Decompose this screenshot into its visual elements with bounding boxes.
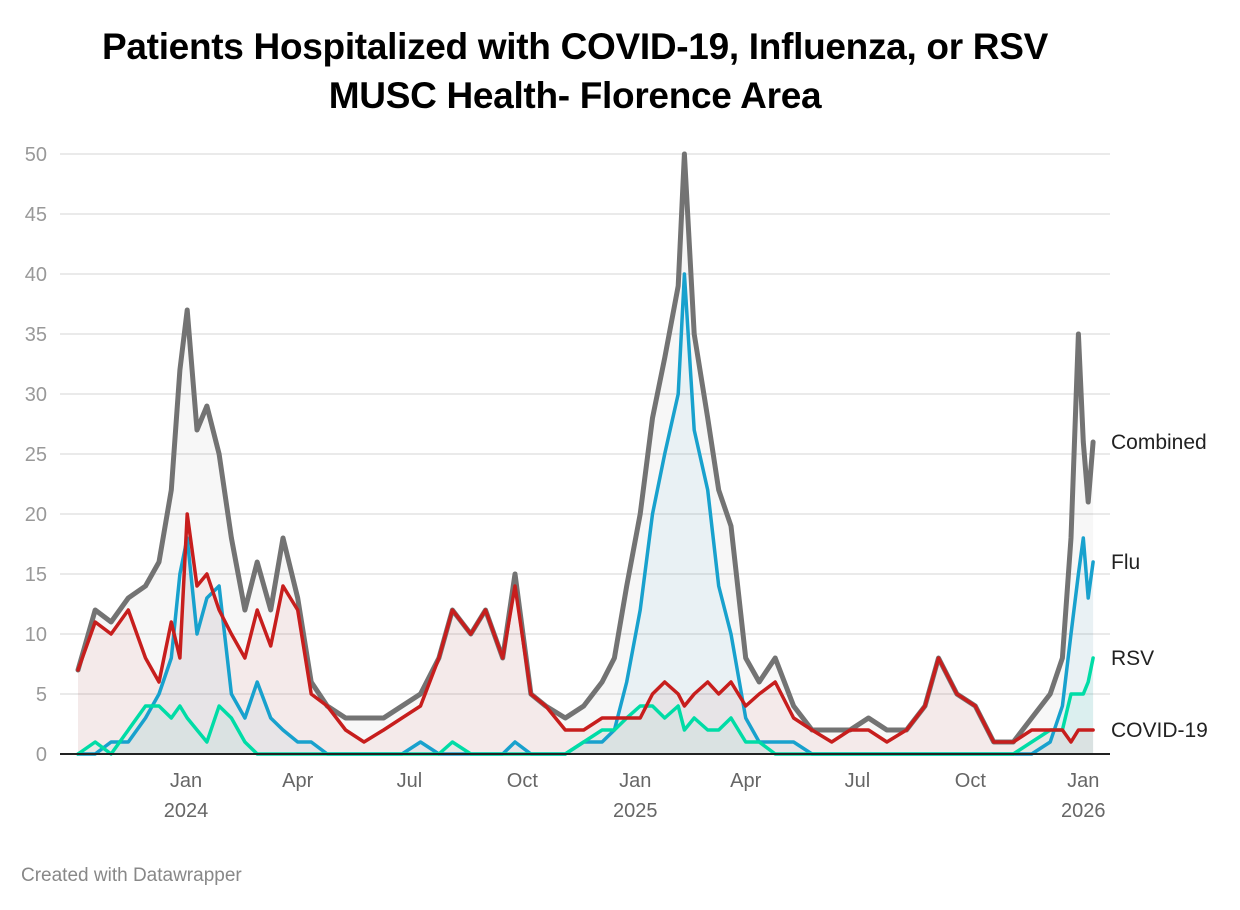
y-tick-label: 5 — [36, 684, 47, 706]
chart-subtitle: MUSC Health- Florence Area — [328, 75, 822, 116]
y-tick-label: 40 — [25, 264, 47, 286]
x-tick-label: Jan — [1067, 770, 1099, 792]
series-area-rsv — [77, 658, 1094, 754]
y-tick-label: 45 — [25, 204, 47, 226]
series-line-covid-19 — [76, 512, 1095, 744]
y-tick-label: 25 — [25, 444, 47, 466]
x-tick-label: Jul — [397, 770, 423, 792]
x-tick-label: Apr — [282, 770, 313, 792]
x-tick-year-label: 2026 — [1061, 800, 1106, 822]
x-tick-year-label: 2025 — [613, 800, 658, 822]
y-tick-label: 20 — [25, 504, 47, 526]
y-tick-label: 50 — [25, 144, 47, 166]
x-tick-label: Jan — [170, 770, 202, 792]
y-tick-label: 15 — [25, 564, 47, 586]
series-label: RSV — [1111, 647, 1154, 670]
x-tick-label: Apr — [730, 770, 761, 792]
series-label: Combined — [1111, 431, 1207, 454]
y-tick-label: 10 — [25, 624, 47, 646]
x-tick-label: Jul — [845, 770, 871, 792]
footer-credit: Created with Datawrapper — [21, 865, 242, 886]
x-tick-year-label: 2024 — [164, 800, 209, 822]
series-area-combined — [77, 154, 1094, 754]
x-tick-label: Oct — [507, 770, 539, 792]
y-tick-label: 0 — [36, 744, 47, 766]
x-tick-label: Jan — [619, 770, 651, 792]
series-label: COVID-19 — [1111, 719, 1208, 742]
y-tick-label: 30 — [25, 384, 47, 406]
chart-title: Patients Hospitalized with COVID-19, Inf… — [102, 26, 1048, 67]
x-tick-label: Oct — [955, 770, 987, 792]
y-tick-label: 35 — [25, 324, 47, 346]
series-area-covid-19 — [77, 514, 1094, 754]
series-label: Flu — [1111, 551, 1140, 574]
